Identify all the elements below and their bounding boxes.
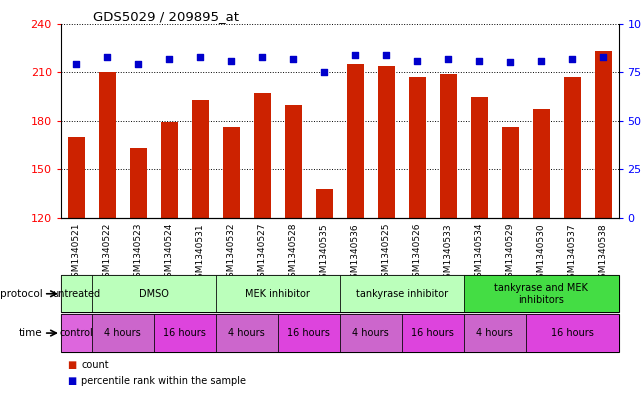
Text: untreated: untreated: [53, 289, 101, 299]
Point: [257, 53, 267, 60]
Bar: [595, 51, 612, 218]
Point: [71, 61, 81, 68]
Point: [164, 55, 174, 62]
Text: time: time: [19, 328, 42, 338]
Text: 16 hours: 16 hours: [287, 328, 330, 338]
Text: count: count: [81, 360, 109, 370]
Text: 4 hours: 4 hours: [476, 328, 513, 338]
Point: [288, 55, 299, 62]
Text: GDS5029 / 209895_at: GDS5029 / 209895_at: [93, 10, 239, 23]
Text: MEK inhibitor: MEK inhibitor: [246, 289, 310, 299]
Bar: [563, 77, 581, 218]
FancyBboxPatch shape: [340, 275, 463, 312]
Point: [505, 59, 515, 66]
Bar: [285, 105, 302, 218]
FancyBboxPatch shape: [402, 314, 463, 352]
Point: [195, 53, 205, 60]
Point: [381, 51, 391, 58]
Point: [350, 51, 360, 58]
FancyBboxPatch shape: [92, 275, 216, 312]
Bar: [254, 93, 271, 218]
FancyBboxPatch shape: [154, 314, 216, 352]
Bar: [533, 110, 549, 218]
FancyBboxPatch shape: [463, 275, 619, 312]
Point: [443, 55, 453, 62]
FancyBboxPatch shape: [278, 314, 340, 352]
Text: ■: ■: [67, 360, 76, 370]
Text: protocol: protocol: [0, 289, 42, 299]
Bar: [68, 137, 85, 218]
Point: [412, 57, 422, 64]
Bar: [470, 97, 488, 218]
Point: [598, 53, 608, 60]
Text: 4 hours: 4 hours: [104, 328, 141, 338]
FancyBboxPatch shape: [216, 275, 340, 312]
FancyBboxPatch shape: [463, 314, 526, 352]
Bar: [347, 64, 363, 218]
Text: 16 hours: 16 hours: [551, 328, 594, 338]
Text: 16 hours: 16 hours: [163, 328, 206, 338]
Point: [474, 57, 485, 64]
Bar: [502, 127, 519, 218]
Point: [133, 61, 144, 68]
Text: 16 hours: 16 hours: [412, 328, 454, 338]
Point: [103, 53, 113, 60]
Text: DMSO: DMSO: [139, 289, 169, 299]
Text: control: control: [60, 328, 93, 338]
FancyBboxPatch shape: [92, 314, 154, 352]
Point: [226, 57, 237, 64]
Text: ■: ■: [67, 376, 76, 386]
Bar: [440, 74, 456, 218]
FancyBboxPatch shape: [216, 314, 278, 352]
FancyBboxPatch shape: [526, 314, 619, 352]
FancyBboxPatch shape: [61, 314, 92, 352]
Text: tankyrase and MEK
inhibitors: tankyrase and MEK inhibitors: [494, 283, 588, 305]
Bar: [130, 149, 147, 218]
Bar: [378, 66, 395, 218]
Point: [319, 69, 329, 75]
Bar: [223, 127, 240, 218]
Point: [567, 55, 577, 62]
Bar: [409, 77, 426, 218]
FancyBboxPatch shape: [340, 314, 402, 352]
Text: 4 hours: 4 hours: [228, 328, 265, 338]
Bar: [192, 100, 209, 218]
Bar: [161, 123, 178, 218]
Bar: [316, 189, 333, 218]
Text: percentile rank within the sample: percentile rank within the sample: [81, 376, 246, 386]
FancyBboxPatch shape: [61, 275, 92, 312]
Text: tankyrase inhibitor: tankyrase inhibitor: [356, 289, 448, 299]
Bar: [99, 72, 116, 218]
Point: [536, 57, 546, 64]
Text: 4 hours: 4 hours: [353, 328, 389, 338]
